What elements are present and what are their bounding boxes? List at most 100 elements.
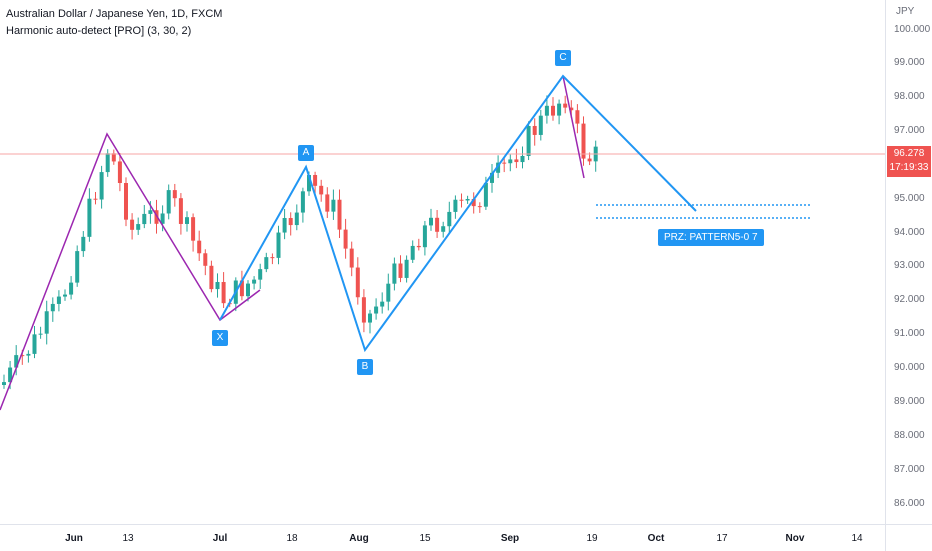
- candle-body: [105, 153, 110, 173]
- candle-body: [56, 296, 61, 304]
- bar-countdown: 17:19:33: [889, 162, 929, 173]
- candle-body: [288, 218, 293, 226]
- candle-body: [319, 185, 324, 195]
- candle-body: [551, 105, 555, 116]
- candle-body: [441, 226, 446, 232]
- candle-body: [178, 198, 183, 224]
- candle-body: [447, 211, 452, 227]
- candle-body: [526, 125, 531, 156]
- candle-body: [563, 103, 568, 108]
- time-tick: Sep: [500, 533, 520, 544]
- candle-body: [38, 333, 43, 335]
- candle-body: [575, 110, 580, 124]
- price-tick: 98.000: [894, 91, 925, 102]
- candle-body: [331, 199, 336, 212]
- candle-body: [264, 257, 269, 270]
- candle-body: [75, 251, 80, 283]
- candle-body: [404, 259, 409, 278]
- time-tick: Aug: [349, 533, 369, 544]
- candle-body: [148, 210, 153, 214]
- candle-body: [587, 158, 592, 162]
- candle-body: [416, 245, 421, 248]
- candle-body: [93, 198, 98, 200]
- price-tick: 100.000: [894, 24, 931, 35]
- price-tick: 93.000: [894, 260, 925, 271]
- candle-body: [361, 297, 366, 323]
- prz-label: PRZ: PATTERN5-0 7: [658, 229, 764, 246]
- time-tick: 15: [419, 533, 431, 544]
- candle-body: [349, 248, 354, 268]
- chart-area[interactable]: Australian Dollar / Japanese Yen, 1D, FX…: [0, 0, 885, 524]
- last-price-value: 96.278: [893, 148, 925, 159]
- candle-body: [343, 229, 348, 249]
- candle-body: [490, 172, 494, 183]
- time-tick: Oct: [647, 533, 665, 544]
- candle-body: [471, 198, 476, 207]
- price-tick: 89.000: [894, 396, 925, 407]
- pattern-purple-leg: [0, 132, 261, 411]
- candle-body: [410, 245, 415, 260]
- candle-body: [44, 311, 49, 334]
- indicator-label[interactable]: Harmonic auto-detect [PRO] (3, 30, 2): [6, 25, 192, 37]
- candle-body: [142, 213, 147, 225]
- candle-body: [20, 355, 25, 357]
- currency-label: JPY: [896, 6, 915, 17]
- candle-body: [398, 263, 403, 278]
- point-x-label: X: [212, 330, 228, 346]
- candle-body: [239, 280, 244, 297]
- candle-body: [368, 313, 372, 323]
- candle-body: [252, 279, 257, 284]
- time-tick: 19: [586, 533, 598, 544]
- candle-body: [514, 159, 519, 163]
- candle-body: [258, 269, 263, 280]
- candle-body: [99, 172, 104, 200]
- candle-body: [166, 190, 171, 214]
- candle-body: [191, 217, 196, 241]
- candle-body: [520, 155, 525, 163]
- chart-title[interactable]: Australian Dollar / Japanese Yen, 1D, FX…: [6, 8, 223, 20]
- candle-body: [502, 162, 507, 164]
- candle-body: [154, 210, 159, 224]
- price-tick: 88.000: [894, 430, 925, 441]
- candle-body: [465, 198, 470, 201]
- candle-body: [270, 257, 275, 259]
- price-tick: 87.000: [894, 464, 925, 475]
- candle-body: [459, 199, 464, 201]
- candle-body: [313, 174, 318, 186]
- point-a-label: A: [298, 145, 314, 161]
- candle-body: [117, 161, 122, 184]
- candle-body: [538, 115, 543, 135]
- candle-body: [221, 282, 226, 304]
- candle-body: [111, 153, 116, 162]
- price-chart[interactable]: [0, 0, 885, 524]
- candle-body: [26, 353, 31, 356]
- candle-body: [130, 219, 135, 230]
- candle-body: [282, 218, 287, 233]
- candle-body: [215, 282, 220, 290]
- candle-body: [8, 367, 13, 383]
- candle-body: [2, 382, 6, 385]
- pattern-blue-path: [219, 74, 697, 353]
- candle-body: [557, 103, 562, 116]
- candle-body: [14, 355, 19, 368]
- time-axis[interactable]: Jun 13 Jul 18 Aug 15 Sep 19 Oct 17 Nov 1…: [0, 524, 885, 551]
- candle-body: [50, 303, 55, 312]
- candle-body: [496, 162, 501, 173]
- candle-body: [197, 240, 202, 254]
- candle-body: [477, 206, 482, 208]
- candle-body: [392, 263, 397, 284]
- price-tick: 86.000: [894, 498, 925, 509]
- pattern-purple-leg-2: [562, 75, 585, 179]
- candle-body: [203, 253, 208, 266]
- candle-body: [209, 265, 214, 290]
- candle-body: [81, 236, 86, 252]
- point-c-label: C: [555, 50, 571, 66]
- candle-body: [569, 107, 574, 111]
- price-axis[interactable]: JPY 100.000 99.000 98.000 97.000 95.000 …: [885, 0, 932, 524]
- time-tick: 14: [851, 533, 863, 544]
- price-tick: 92.000: [894, 294, 925, 305]
- candle-body: [294, 212, 299, 226]
- time-tick: 13: [122, 533, 134, 544]
- candle-body: [532, 125, 537, 135]
- candle-body: [69, 282, 74, 295]
